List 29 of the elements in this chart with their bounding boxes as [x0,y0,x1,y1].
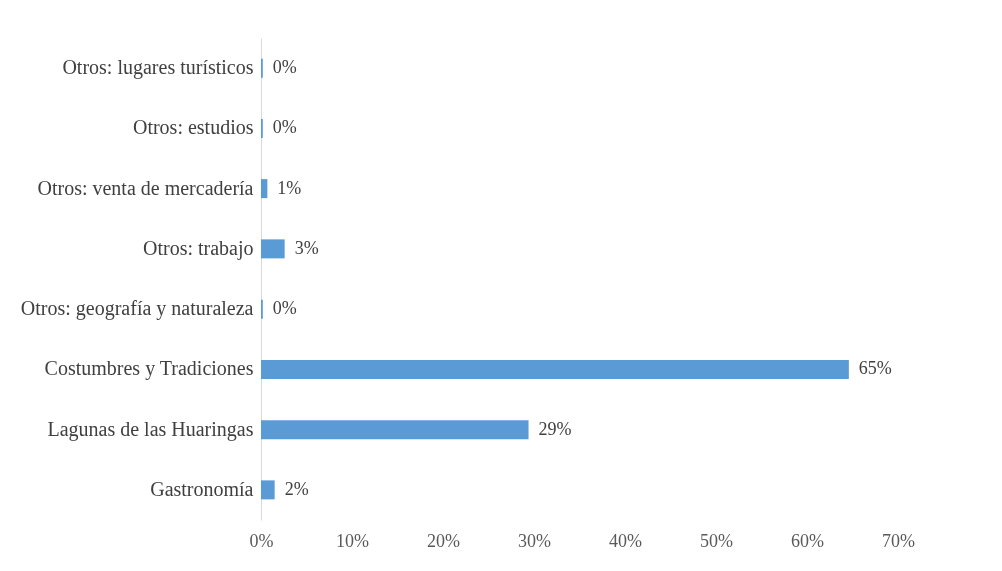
data-label: 3% [294,237,319,258]
bar [261,420,529,440]
bar [261,239,285,259]
data-label: 0% [272,117,297,138]
x-tick-label: 30% [518,530,551,551]
x-tick-label: 60% [791,530,824,551]
data-label: 0% [272,57,297,78]
x-tick-label: 10% [336,530,369,551]
x-tick-label: 20% [427,530,460,551]
data-label: 29% [538,418,572,439]
data-label: 2% [284,478,309,499]
bar [261,359,849,379]
x-tick-label: 70% [882,530,915,551]
y-tick-label: Otros: trabajo [142,236,254,260]
y-tick-label: Lagunas de las Huaringas [47,417,254,441]
bar [261,480,275,500]
x-tick-label: 0% [249,530,274,551]
y-tick-label: Costumbres y Tradiciones [44,357,254,381]
y-tick-label: Otros: estudios [132,116,254,139]
y-tick-label: Otros: venta de mercadería [37,176,254,199]
data-label: 1% [277,177,302,198]
data-label: 0% [272,298,297,319]
bar [261,179,268,199]
y-tick-label: Otros: geografía y naturaleza [20,297,254,321]
x-tick-label: 50% [700,530,733,551]
y-tick-label: Otros: lugares turísticos [62,56,254,80]
x-tick-label: 40% [609,530,642,551]
data-label: 65% [858,358,892,379]
y-tick-label: Gastronomía [150,477,254,500]
